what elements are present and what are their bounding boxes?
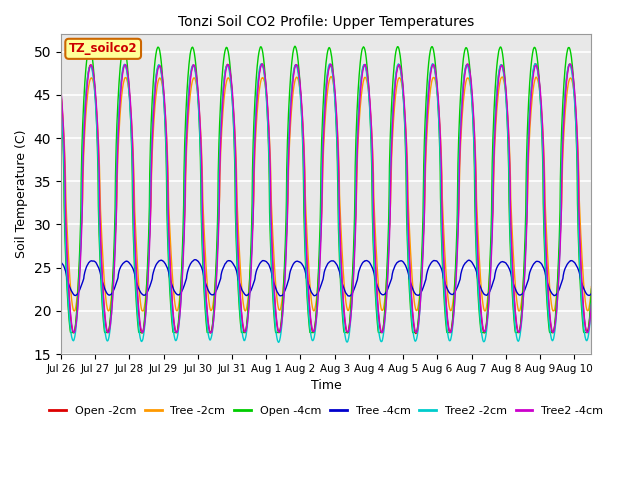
Y-axis label: Soil Temperature (C): Soil Temperature (C) [15, 130, 28, 258]
Legend: Open -2cm, Tree -2cm, Open -4cm, Tree -4cm, Tree2 -2cm, Tree2 -4cm: Open -2cm, Tree -2cm, Open -4cm, Tree -4… [45, 401, 608, 420]
X-axis label: Time: Time [311, 379, 342, 392]
Title: Tonzi Soil CO2 Profile: Upper Temperatures: Tonzi Soil CO2 Profile: Upper Temperatur… [178, 15, 474, 29]
Text: TZ_soilco2: TZ_soilco2 [69, 42, 138, 55]
